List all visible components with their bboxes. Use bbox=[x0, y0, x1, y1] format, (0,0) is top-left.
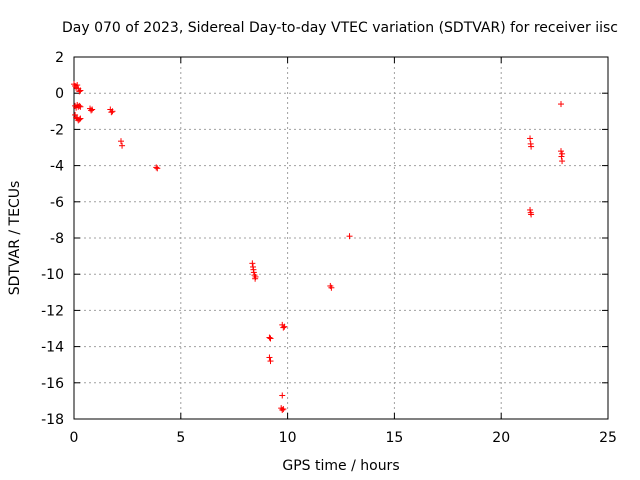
data-point-plus-marker bbox=[528, 211, 535, 218]
data-point-plus-marker bbox=[280, 324, 287, 331]
data-point-plus-marker bbox=[559, 158, 566, 165]
x-tick-label: 5 bbox=[176, 430, 185, 446]
data-point-plus-marker bbox=[154, 165, 161, 172]
data-point-plus-marker bbox=[558, 101, 565, 108]
y-tick-label: -14 bbox=[41, 340, 64, 356]
data-point-plus-marker bbox=[346, 233, 353, 240]
axis-ticks bbox=[73, 56, 609, 420]
data-point-plus-marker bbox=[88, 107, 95, 114]
data-point-plus-marker bbox=[250, 269, 257, 276]
data-point-plus-marker bbox=[266, 354, 273, 361]
data-point-plus-marker bbox=[72, 111, 79, 118]
data-point-plus-marker bbox=[279, 392, 286, 399]
data-point-plus-marker bbox=[267, 358, 274, 365]
data-point-plus-marker bbox=[153, 164, 160, 171]
data-point-plus-marker bbox=[76, 116, 83, 123]
y-tick-label: -8 bbox=[50, 231, 64, 247]
data-point-plus-marker bbox=[109, 108, 116, 115]
data-point-plus-marker bbox=[267, 335, 274, 342]
y-tick-label: -10 bbox=[41, 267, 64, 283]
data-point-plus-marker bbox=[558, 153, 565, 160]
y-tick-label: -2 bbox=[50, 122, 64, 138]
x-tick-label: 15 bbox=[385, 430, 403, 446]
data-point-plus-marker bbox=[119, 142, 126, 149]
data-point-plus-marker bbox=[89, 106, 96, 113]
data-point-plus-marker bbox=[252, 273, 259, 280]
y-tick-label: -18 bbox=[41, 412, 64, 428]
data-point-plus-marker bbox=[117, 138, 124, 145]
y-tick-label: 0 bbox=[55, 86, 64, 102]
y-tick-label: 2 bbox=[55, 50, 64, 66]
data-point-plus-marker bbox=[77, 115, 84, 122]
data-point-plus-marker bbox=[74, 82, 81, 89]
data-point-plus-marker bbox=[559, 150, 566, 157]
data-point-plus-marker bbox=[528, 143, 535, 150]
x-axis-label: GPS time / hours bbox=[282, 458, 399, 474]
data-point-plus-marker bbox=[77, 103, 84, 110]
x-tick-label: 0 bbox=[70, 430, 79, 446]
x-tick-label: 25 bbox=[599, 430, 617, 446]
x-tick-label: 10 bbox=[279, 430, 297, 446]
data-point-plus-marker bbox=[328, 284, 335, 291]
grid-lines bbox=[74, 57, 608, 419]
y-axis-label: SDTVAR / TECUs bbox=[7, 181, 23, 296]
x-tick-label: 20 bbox=[492, 430, 510, 446]
data-point-plus-marker bbox=[76, 88, 83, 95]
data-point-plus-marker bbox=[108, 109, 115, 116]
data-point-plus-marker bbox=[77, 87, 84, 94]
data-point-plus-marker bbox=[249, 260, 256, 267]
y-tick-label: -4 bbox=[50, 159, 64, 175]
data-point-plus-marker bbox=[280, 406, 287, 413]
data-point-plus-marker bbox=[266, 334, 273, 341]
data-point-plus-marker bbox=[558, 148, 565, 155]
data-point-plus-marker bbox=[527, 206, 534, 213]
data-point-plus-marker bbox=[527, 135, 534, 142]
y-tick-label: -16 bbox=[41, 376, 64, 392]
y-tick-label: -6 bbox=[50, 195, 64, 211]
data-points bbox=[71, 81, 566, 413]
data-point-plus-marker bbox=[279, 406, 286, 413]
chart-title: Day 070 of 2023, Sidereal Day-to-day VTE… bbox=[62, 20, 618, 36]
data-point-plus-marker bbox=[281, 323, 288, 330]
y-tick-label: -12 bbox=[41, 303, 64, 319]
data-point-plus-marker bbox=[76, 102, 83, 109]
